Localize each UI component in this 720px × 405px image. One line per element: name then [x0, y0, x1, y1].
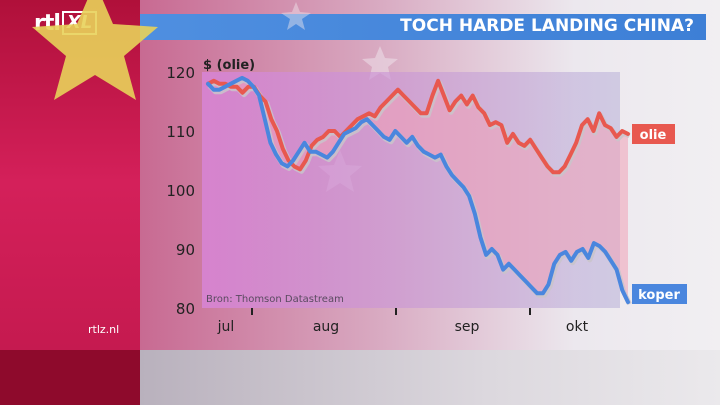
x-axis: jul aug sep okt	[217, 308, 589, 335]
legend-koper: koper	[632, 284, 687, 304]
y-axis-label: $ (olie)	[203, 58, 255, 73]
x-tick-label: okt	[566, 319, 589, 335]
olie-line	[206, 78, 630, 175]
site-url: rtlz.nl	[88, 323, 120, 336]
koper-line	[206, 75, 630, 305]
y-tick-label: 80	[176, 300, 195, 318]
background-bottom-left	[0, 350, 140, 405]
x-tick-label: sep	[455, 319, 480, 335]
legend-olie: olie	[632, 124, 675, 144]
y-tick-label: 90	[176, 241, 195, 259]
background-bottom-strip	[140, 350, 720, 405]
title-bar: TOCH HARDE LANDING CHINA?	[140, 14, 706, 40]
source-note: Bron: Thomson Datastream	[206, 294, 344, 305]
y-tick-label: 110	[166, 123, 195, 141]
legend-olie-label: olie	[640, 128, 667, 143]
legend-koper-label: koper	[638, 288, 680, 303]
chart-title: TOCH HARDE LANDING CHINA?	[400, 16, 694, 36]
y-tick-label: 100	[166, 182, 195, 200]
flag-star-small	[362, 46, 398, 80]
flag-star-small	[281, 2, 311, 30]
y-tick-label: 120	[166, 64, 195, 82]
flag-star-large	[32, 0, 158, 100]
fill-between-series	[208, 77, 628, 303]
y-axis: 80 90 100 110 120	[166, 64, 195, 318]
x-tick-label: aug	[313, 319, 339, 335]
x-tick-label: jul	[217, 319, 235, 335]
